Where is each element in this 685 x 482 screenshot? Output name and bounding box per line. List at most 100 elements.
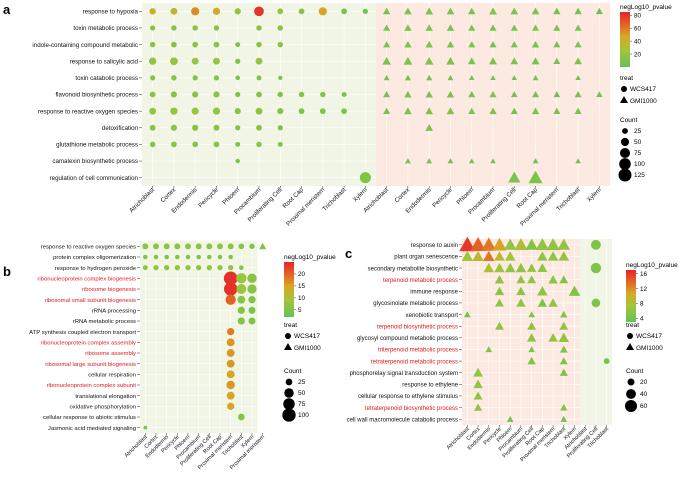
legend-size-label: 40 xyxy=(640,391,648,398)
colorbar-tick-label: 15 xyxy=(298,283,306,290)
data-point-circle xyxy=(223,271,238,286)
data-point-triangle xyxy=(259,242,267,250)
data-point-triangle xyxy=(532,90,540,98)
data-point-triangle xyxy=(574,90,582,98)
data-point-triangle xyxy=(560,415,568,422)
data-point-triangle xyxy=(404,40,412,48)
data-point-circle xyxy=(149,107,157,115)
data-point-circle xyxy=(277,8,284,15)
col-label: Cortex xyxy=(393,186,411,204)
data-point-triangle xyxy=(514,238,528,251)
data-point-triangle xyxy=(490,158,496,164)
data-point-triangle xyxy=(461,250,474,262)
data-point-triangle xyxy=(526,333,537,342)
data-point-circle xyxy=(277,108,284,115)
data-point-circle xyxy=(226,338,235,347)
data-point-circle xyxy=(170,57,178,66)
data-point-triangle xyxy=(489,107,497,115)
colorbar-tick-label: 10 xyxy=(298,295,306,302)
data-point-circle xyxy=(213,41,220,48)
data-point-triangle xyxy=(473,391,483,400)
data-point-circle xyxy=(227,328,235,336)
data-point-triangle xyxy=(553,91,561,98)
col-label: Pericycle xyxy=(197,186,220,209)
colorbar-tick-label: 20 xyxy=(298,271,306,278)
data-point-triangle xyxy=(532,74,539,81)
data-point-triangle xyxy=(504,262,516,273)
data-point-triangle xyxy=(473,367,483,377)
data-point-circle xyxy=(237,306,245,314)
data-point-triangle xyxy=(494,251,505,261)
row-label: ribosomal small subunit biogenesis xyxy=(45,298,136,304)
data-point-circle xyxy=(206,243,213,250)
data-point-triangle xyxy=(595,7,603,15)
data-point-circle xyxy=(170,91,177,98)
data-point-triangle xyxy=(560,310,568,318)
row-label: detoxification xyxy=(102,125,139,132)
data-point-circle xyxy=(185,243,191,250)
data-point-triangle xyxy=(403,56,413,65)
data-point-circle xyxy=(341,108,347,115)
data-point-circle xyxy=(236,273,247,284)
data-point-circle xyxy=(590,262,602,274)
panel-a-label: a xyxy=(3,2,11,17)
data-point-circle xyxy=(149,91,156,98)
col-label: Proximal meristem xyxy=(519,186,560,227)
row-label: xenobiotic transport xyxy=(406,313,459,319)
row-label: ribosomal large subunit biogenesis xyxy=(45,362,136,368)
data-point-circle xyxy=(213,91,220,98)
legend-size-circle xyxy=(284,388,294,398)
data-point-circle xyxy=(170,107,178,115)
data-point-triangle xyxy=(528,346,535,353)
data-point-triangle xyxy=(383,74,390,81)
data-point-triangle xyxy=(547,251,559,261)
data-point-circle xyxy=(191,7,200,16)
row-label: phosphorelay signal transduction system xyxy=(350,371,458,377)
legend-shape-label: WCS417 xyxy=(294,333,320,340)
data-point-circle xyxy=(174,243,181,250)
row-label: indole-containing compound metabolic xyxy=(32,42,138,49)
data-point-circle xyxy=(277,125,283,131)
data-point-triangle xyxy=(528,170,543,184)
data-point-circle xyxy=(235,141,241,147)
data-point-triangle xyxy=(488,57,498,65)
data-point-triangle xyxy=(468,41,476,48)
legend-triangle-icon xyxy=(284,343,292,350)
data-point-triangle xyxy=(468,107,476,114)
data-point-triangle xyxy=(531,57,540,65)
legend-shape-title: treat xyxy=(620,75,633,82)
data-point-triangle xyxy=(425,123,434,131)
data-point-triangle xyxy=(510,91,518,98)
data-point-triangle xyxy=(506,415,514,422)
data-point-circle xyxy=(256,141,262,148)
data-point-circle xyxy=(142,243,149,250)
data-point-triangle xyxy=(425,107,434,115)
colorbar-tick-label: 8 xyxy=(640,301,644,308)
chart-panel-a: response to hypoxia toxin metabolic proce… xyxy=(32,3,672,228)
legend-size-circle xyxy=(619,147,631,159)
data-point-triangle xyxy=(531,107,540,115)
data-point-circle xyxy=(226,380,235,390)
row-label: regulation of cell communication xyxy=(50,175,139,182)
legend-shape-title: treat xyxy=(626,322,639,329)
data-point-triangle xyxy=(568,285,581,296)
data-point-circle xyxy=(171,75,177,81)
col-label: Phloem xyxy=(455,186,475,206)
data-point-triangle xyxy=(485,346,493,353)
data-point-circle xyxy=(247,284,257,294)
data-point-circle xyxy=(234,8,241,15)
colorbar-tick-label: 20 xyxy=(634,51,642,58)
data-point-circle xyxy=(170,124,177,131)
data-point-circle xyxy=(226,349,235,357)
data-point-triangle xyxy=(470,237,486,252)
data-point-circle xyxy=(213,141,220,148)
data-point-circle xyxy=(191,57,199,65)
data-point-triangle xyxy=(537,263,548,272)
row-label: oxidative phosphorylation xyxy=(70,405,136,411)
data-point-triangle xyxy=(446,7,455,15)
legend-shape-label: WCS417 xyxy=(636,333,662,340)
legend-shape-title: treat xyxy=(284,322,297,329)
data-point-triangle xyxy=(492,237,507,251)
data-point-triangle xyxy=(446,56,455,65)
